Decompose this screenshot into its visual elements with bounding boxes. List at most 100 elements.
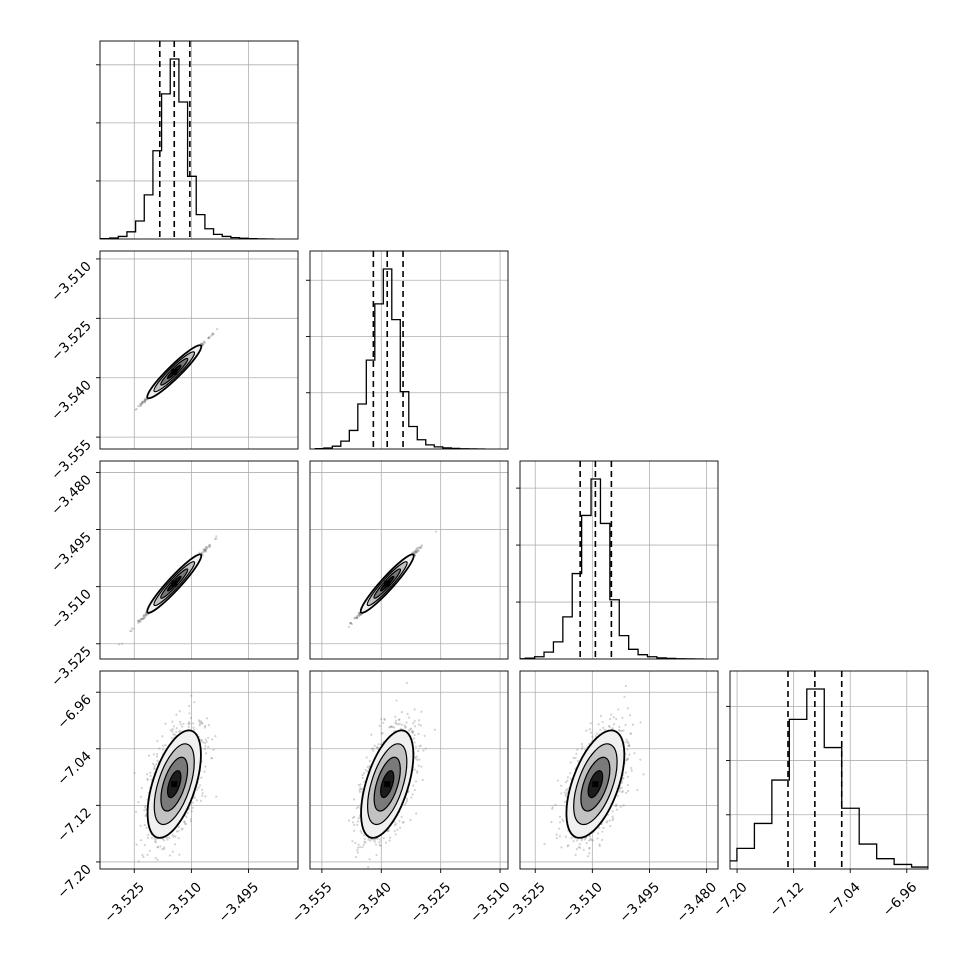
scatter-point (356, 614, 359, 618)
scatter-point (144, 399, 147, 402)
scatter-point (200, 342, 203, 345)
scatter-point (142, 616, 146, 620)
scatter-point (215, 795, 218, 798)
scatter-point (204, 550, 207, 553)
scatter-point (145, 613, 148, 616)
scatter-point (205, 717, 208, 720)
scatter-point (140, 404, 143, 407)
scatter-point (137, 621, 140, 625)
scatter-point (214, 735, 217, 738)
scatter-point (349, 622, 352, 625)
scatter-point (182, 820, 186, 823)
scatter-point (143, 400, 146, 403)
scatter-point (174, 835, 177, 838)
scatter-point (216, 328, 219, 331)
scatter-point (188, 704, 191, 707)
panel-0-2 (99, 460, 299, 660)
scatter-point (419, 546, 422, 549)
scatter-point (201, 344, 204, 347)
panel-1-2 (309, 460, 509, 660)
scatter-point (146, 836, 149, 839)
scatter-point (419, 546, 422, 549)
scatter-point (189, 716, 193, 720)
scatter-point (355, 616, 359, 619)
scatter-point (158, 747, 161, 750)
scatter-point (413, 551, 417, 554)
scatter-point (212, 333, 215, 336)
scatter-point (156, 759, 159, 762)
scatter-point (171, 833, 174, 837)
scatter-point (143, 614, 146, 618)
scatter-point (356, 616, 359, 619)
scatter-point (172, 835, 175, 838)
scatter-point (200, 720, 203, 723)
scatter-point (203, 548, 206, 551)
scatter-point (349, 621, 352, 625)
scatter-point (129, 630, 132, 633)
scatter-point (355, 616, 358, 619)
scatter-point (142, 614, 145, 617)
scatter-point (417, 548, 420, 551)
scatter-point (359, 613, 362, 616)
scatter-point (208, 544, 211, 547)
scatter-point (207, 745, 210, 749)
scatter-point (134, 810, 138, 813)
scatter-point (141, 617, 145, 620)
scatter-point (153, 767, 156, 771)
scatter-point (155, 755, 159, 758)
scatter-point (210, 333, 214, 336)
scatter-point (171, 728, 174, 731)
scatter-point (416, 546, 419, 549)
scatter-point (195, 799, 199, 802)
scatter-point (162, 748, 165, 751)
scatter-point (204, 549, 207, 552)
scatter-point (180, 828, 183, 831)
scatter-point (136, 619, 140, 622)
scatter-point (140, 618, 143, 621)
panel-border-0-2 (99, 460, 299, 660)
scatter-point (434, 530, 438, 533)
scatter-point (134, 408, 137, 411)
scatter-point (201, 722, 204, 725)
scatter-point (358, 614, 361, 617)
scatter-point (171, 730, 174, 733)
scatter-point (144, 612, 147, 615)
scatter-point (162, 839, 166, 842)
scatter-point (171, 720, 174, 723)
scatter-point (143, 806, 146, 809)
scatter-point (156, 753, 159, 756)
scatter-point (138, 619, 141, 622)
scatter-point (202, 551, 205, 554)
scatter-point (152, 753, 155, 756)
scatter-point (198, 784, 202, 787)
scatter-point (144, 613, 147, 616)
panel-border-0-1 (99, 250, 299, 450)
scatter-point (355, 616, 358, 619)
scatter-point (417, 549, 420, 553)
scatter-point (208, 336, 211, 339)
scatter-point (149, 771, 152, 774)
scatter-point (154, 840, 157, 843)
scatter-point (419, 546, 422, 549)
scatter-point (144, 814, 147, 817)
scatter-point (206, 546, 209, 549)
scatter-point (138, 402, 142, 406)
scatter-point (353, 617, 356, 620)
scatter-point (138, 405, 141, 408)
scatter-point (143, 843, 146, 847)
scatter-point (420, 545, 423, 548)
scatter-point (142, 613, 146, 617)
scatter-point (196, 788, 199, 791)
scatter-point (197, 786, 200, 789)
scatter-point (200, 342, 203, 345)
scatter-point (359, 613, 362, 616)
scatter-point (132, 627, 135, 630)
scatter-point (141, 853, 144, 857)
scatter-point (172, 725, 176, 728)
scatter-point (155, 763, 158, 766)
scatter-point (139, 620, 142, 623)
scatter-point (173, 733, 177, 736)
scatter-point (181, 827, 184, 830)
scatter-point (358, 613, 361, 616)
scatter-point (139, 795, 143, 798)
